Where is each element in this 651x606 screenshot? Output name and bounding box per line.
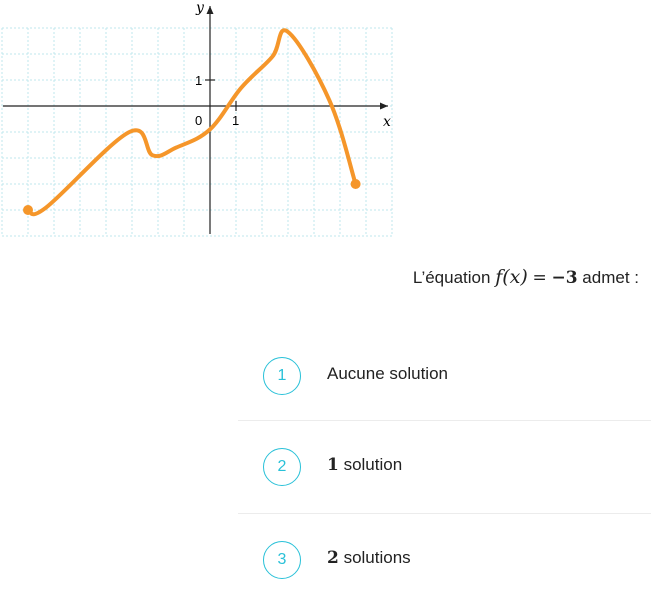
option-label: Aucune solution <box>327 364 448 383</box>
origin-label: 0 <box>195 113 202 128</box>
axes <box>3 6 388 234</box>
function-graph: x y 0 1 1 <box>1 0 393 237</box>
option-divider <box>238 420 651 421</box>
equals-sign: = <box>532 268 547 288</box>
y-axis-label: y <box>195 0 205 16</box>
equation-value: −3 <box>551 268 578 288</box>
grid <box>1 27 393 237</box>
option-divider <box>238 513 651 514</box>
answer-option-2[interactable]: 2 1 solution <box>238 421 651 513</box>
question-suffix: admet : <box>582 268 639 287</box>
curve-endpoint-right <box>350 179 361 189</box>
x-tick-label: 1 <box>232 113 239 128</box>
answer-option-3[interactable]: 3 2 solutions <box>238 514 651 606</box>
y-tick-label: 1 <box>195 73 202 88</box>
option-number-badge: 2 <box>263 448 301 486</box>
y-axis-arrow <box>206 6 214 14</box>
x-axis-label: x <box>383 114 391 130</box>
question-text: L’équation f(x) = −3 admet : <box>413 266 639 288</box>
option-number-badge: 1 <box>263 357 301 395</box>
option-label: 2 solutions <box>327 548 411 568</box>
curve-endpoint-left <box>23 205 33 215</box>
function-expression: f(x) <box>495 266 528 288</box>
answer-option-1[interactable]: 1 Aucune solution <box>238 330 651 422</box>
function-curve <box>26 28 358 217</box>
question-prefix: L’équation <box>412 268 491 287</box>
x-axis-arrow <box>380 102 388 110</box>
option-number-badge: 3 <box>263 541 301 579</box>
option-label: 1 solution <box>327 455 403 475</box>
